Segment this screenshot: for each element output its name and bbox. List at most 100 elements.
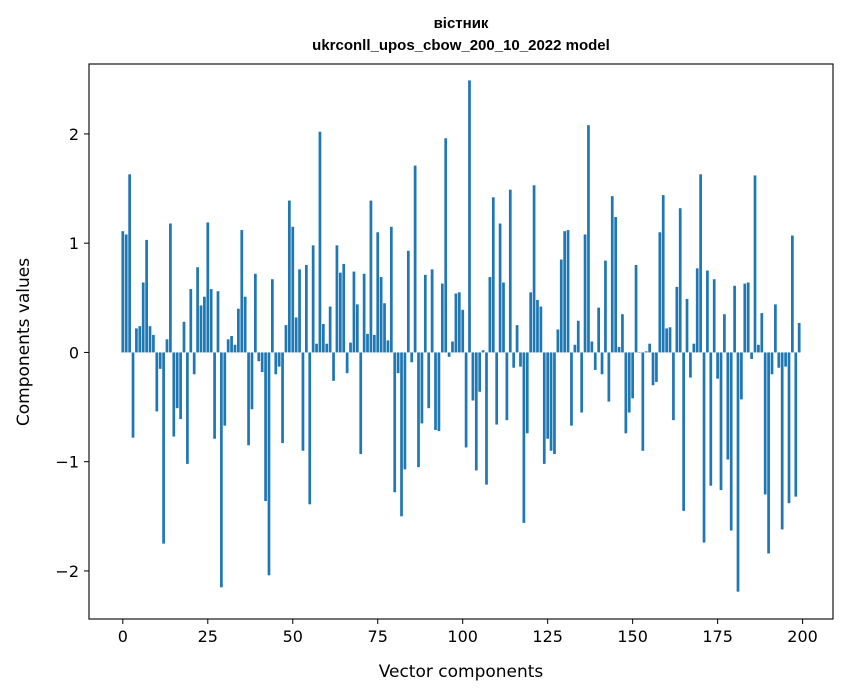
bar-66 (345, 352, 349, 374)
bar-19 (186, 352, 189, 464)
bar-79 (389, 226, 393, 353)
bar-92 (434, 352, 437, 430)
bar-114 (508, 189, 512, 353)
bar-87 (417, 352, 420, 468)
bar-187 (757, 344, 760, 353)
bar-42 (264, 352, 267, 502)
bar-145 (614, 216, 618, 353)
bar-193 (777, 352, 781, 368)
x-tick-label-175: 175 (702, 627, 733, 646)
bar-160 (665, 328, 668, 353)
bar-155 (648, 343, 651, 353)
bar-44 (271, 279, 274, 353)
x-tick-label-100: 100 (447, 627, 478, 646)
bar-121 (532, 185, 536, 353)
bar-159 (661, 195, 665, 353)
bar-43 (267, 352, 271, 576)
bar-72 (366, 333, 369, 353)
bar-50 (291, 226, 295, 353)
bar-7 (145, 239, 148, 353)
bar-185 (750, 352, 753, 359)
bar-107 (485, 352, 488, 485)
bar-3 (131, 352, 135, 438)
bar-157 (655, 352, 658, 382)
x-axis-label: Vector components (379, 662, 544, 682)
bar-8 (148, 326, 152, 353)
bar-53 (301, 352, 305, 451)
bar-65 (342, 263, 346, 353)
bar-62 (332, 352, 335, 381)
bar-69 (355, 304, 359, 353)
bar-158 (658, 232, 662, 353)
bar-16 (175, 352, 179, 409)
bar-165 (682, 352, 685, 511)
bar-20 (189, 289, 193, 353)
chart-title-line-2: ukrconll_upos_cbow_200_10_2022 model (312, 37, 610, 54)
bar-135 (580, 352, 584, 413)
bar-64 (338, 272, 342, 353)
bar-78 (386, 340, 390, 353)
bar-23 (199, 305, 203, 353)
bar-27 (213, 352, 216, 439)
bar-117 (519, 352, 522, 367)
bar-77 (383, 303, 386, 353)
bar-170 (699, 174, 702, 353)
bar-17 (179, 352, 182, 420)
bar-51 (294, 317, 298, 353)
bar-197 (791, 235, 794, 353)
bar-143 (607, 352, 611, 402)
bar-1 (124, 234, 128, 353)
bar-46 (277, 352, 281, 367)
bar-9 (152, 334, 155, 353)
bar-127 (553, 352, 556, 455)
bar-63 (335, 245, 339, 353)
bar-144 (610, 196, 614, 353)
bar-84 (406, 250, 410, 353)
y-tick-label-0: 0 (69, 343, 79, 362)
bar-54 (304, 265, 308, 353)
bar-189 (763, 352, 767, 495)
bar-99 (457, 292, 461, 353)
bar-123 (539, 306, 543, 353)
x-axis-ticks: 0 25 50 75 100 125 150 175 200 (118, 619, 818, 646)
bar-89 (423, 274, 427, 353)
bar-102 (468, 80, 471, 353)
bar-41 (260, 352, 264, 373)
bar-74 (372, 334, 376, 353)
bar-128 (556, 329, 560, 353)
bar-166 (685, 298, 689, 353)
bar-134 (576, 320, 580, 353)
bar-172 (706, 270, 709, 353)
bar-38 (250, 352, 254, 410)
bar-86 (413, 165, 417, 353)
bar-105 (478, 352, 482, 392)
bar-22 (196, 267, 199, 353)
bar-108 (488, 277, 492, 353)
bar-32 (230, 336, 233, 353)
bar-194 (780, 352, 784, 530)
bar-30 (223, 352, 227, 426)
bar-196 (787, 352, 791, 504)
bar-39 (254, 273, 257, 353)
bar-167 (689, 352, 692, 378)
bar-178 (726, 352, 730, 460)
bar-171 (702, 352, 706, 543)
bar-61 (328, 306, 332, 353)
bar-149 (627, 352, 631, 413)
chart-title-line-1: вістник (434, 15, 489, 32)
bar-4 (135, 328, 138, 353)
bar-116 (515, 325, 519, 353)
bar-25 (206, 222, 210, 353)
bar-2 (128, 174, 131, 353)
bar-137 (587, 125, 590, 353)
bar-21 (192, 352, 196, 375)
bar-81 (396, 352, 400, 374)
bar-122 (536, 299, 539, 353)
bar-24 (203, 296, 206, 353)
bar-133 (573, 344, 577, 353)
bar-164 (678, 208, 682, 353)
bar-191 (770, 352, 774, 375)
bar-147 (621, 314, 624, 353)
x-tick-label-25: 25 (198, 627, 218, 646)
bar-175 (716, 352, 719, 379)
